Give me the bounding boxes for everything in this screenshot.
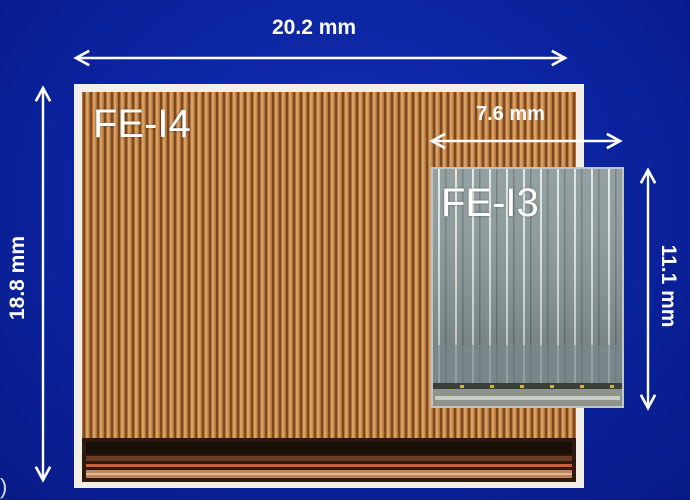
fe-i3-chip	[431, 167, 624, 408]
fe-i4-height-label: 18.8 mm	[6, 235, 29, 321]
fe-i4-chip-label: FE-I4	[93, 102, 191, 146]
fe-i3-chip-label: FE-I3	[441, 181, 539, 225]
fe-i3-width-label: 7.6 mm	[476, 103, 545, 125]
fe-i3-height-label: 11.1 mm	[657, 244, 680, 328]
edge-glyph: )	[0, 474, 8, 499]
fe-i4-width-label: 20.2 mm	[272, 16, 357, 39]
